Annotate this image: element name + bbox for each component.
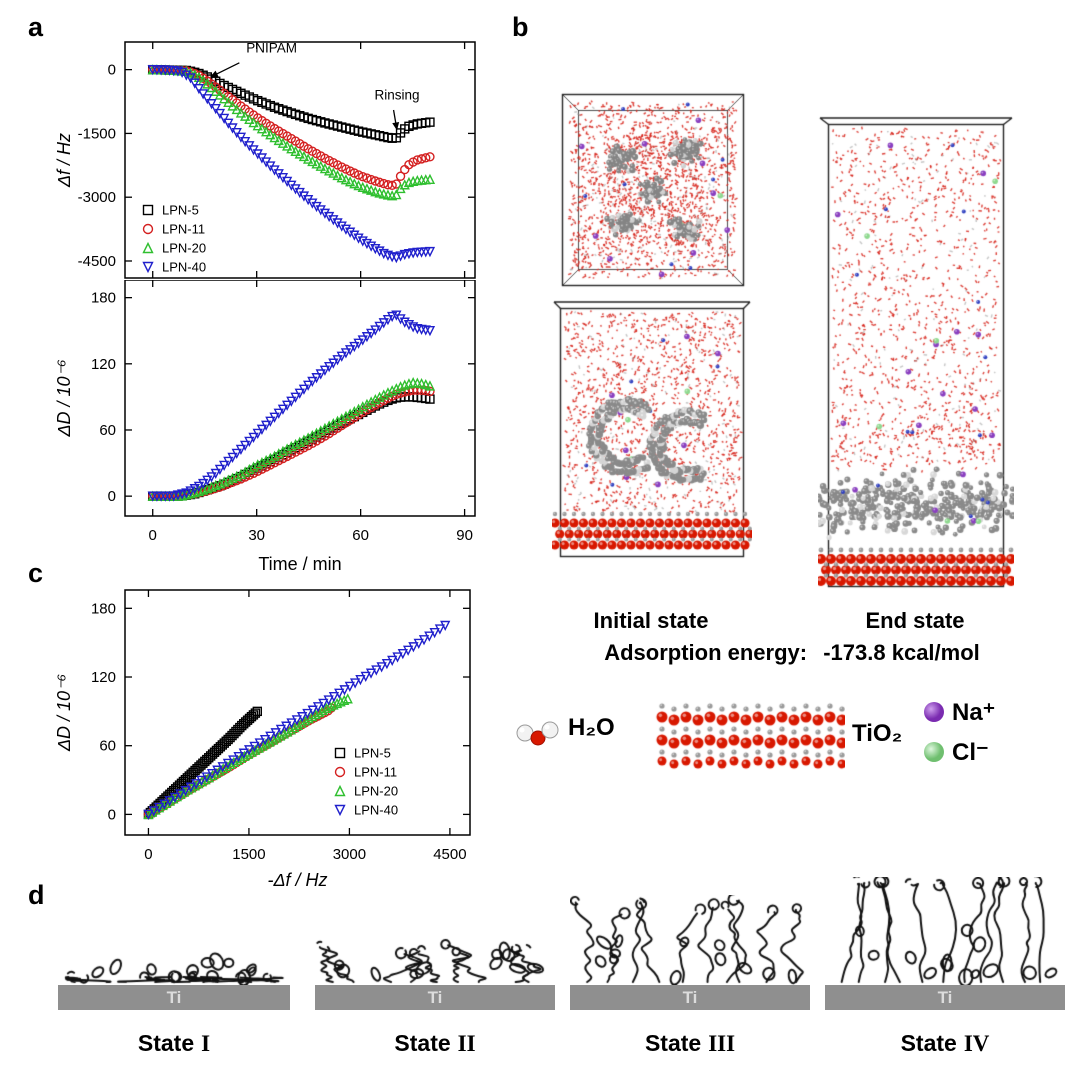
sodium-ion-icon — [924, 702, 944, 722]
simulation-end-state-view — [818, 112, 1014, 604]
svg-text:-3000: -3000 — [78, 189, 116, 206]
simulation-initial-side-view — [552, 298, 752, 566]
svg-text:LPN-40: LPN-40 — [354, 803, 398, 818]
svg-text:Δf / Hz: Δf / Hz — [54, 133, 74, 188]
svg-text:30: 30 — [248, 527, 265, 544]
state-1-label: State I — [137, 1030, 211, 1056]
svg-text:180: 180 — [91, 600, 116, 617]
svg-text:-Δf / Hz: -Δf / Hz — [267, 870, 327, 890]
svg-text:LPN-20: LPN-20 — [162, 241, 206, 256]
svg-text:0: 0 — [108, 488, 116, 505]
svg-text:ΔD / 10⁻⁶: ΔD / 10⁻⁶ — [54, 674, 74, 752]
svg-text:0: 0 — [149, 527, 157, 544]
svg-text:60: 60 — [99, 738, 116, 755]
ti-substrate-bar-4: Ti — [825, 985, 1065, 1010]
panel-a-label: a — [28, 12, 44, 42]
svg-text:LPN-11: LPN-11 — [354, 765, 397, 780]
state-2-label: State II — [394, 1030, 476, 1056]
svg-text:LPN-20: LPN-20 — [354, 784, 398, 799]
panel-c-label: c — [28, 558, 44, 588]
state-3-label: State III — [644, 1030, 736, 1056]
svg-text:3000: 3000 — [333, 846, 366, 863]
adsorption-energy-value: -173.8 kcal/mol — [823, 640, 980, 665]
end-state-label: End state — [865, 608, 965, 633]
adsorption-energy-line: Adsorption energy: -173.8 kcal/mol — [512, 640, 1072, 666]
svg-text:0: 0 — [108, 806, 116, 823]
simulation-initial-top-view — [558, 90, 748, 290]
polymer-chains-state-2 — [315, 921, 555, 985]
svg-text:LPN-5: LPN-5 — [162, 203, 199, 218]
svg-text:-4500: -4500 — [78, 253, 116, 270]
tio2-slab-icon — [655, 698, 845, 772]
state-4-label: State IV — [900, 1030, 990, 1056]
polymer-chains-state-3 — [570, 895, 810, 985]
adsorption-energy-label: Adsorption energy: — [604, 640, 808, 665]
ti-substrate-bar-2: Ti — [315, 985, 555, 1010]
svg-text:0: 0 — [108, 62, 116, 79]
chart-frequency-vs-time: 0 -1500 -3000 -4500 Δf / Hz LPN-5 LPN-11 LPN-20… — [54, 41, 476, 279]
panel-d-label: d — [28, 880, 45, 910]
svg-text:60: 60 — [352, 527, 369, 544]
chart-dissipation-vs-frequency: 0 1500 3000 4500 0 60 120 180 -Δf / Hz ΔD / 10⁻⁶ L… — [54, 589, 471, 890]
svg-text:0: 0 — [144, 846, 152, 863]
svg-text:Rinsing: Rinsing — [375, 87, 420, 102]
polymer-chains-state-4 — [825, 877, 1065, 985]
svg-text:LPN-40: LPN-40 — [162, 260, 206, 275]
water-label: H₂O — [568, 714, 615, 741]
svg-text:120: 120 — [91, 356, 116, 373]
svg-text:90: 90 — [456, 527, 473, 544]
svg-text:LPN-11: LPN-11 — [162, 222, 205, 237]
svg-text:PNIPAM: PNIPAM — [246, 41, 297, 56]
svg-text:60: 60 — [99, 422, 116, 439]
chart-dissipation-vs-time: 0 30 60 90 0 60 120 180 Time / min ΔD / 10⁻⁶ — [54, 280, 476, 574]
polymer-chains-state-1 — [58, 947, 290, 985]
chloride-ion-icon — [924, 742, 944, 762]
panel-b-label: b — [512, 12, 529, 42]
svg-text:Time / min: Time / min — [258, 554, 341, 574]
water-molecule-icon — [516, 721, 559, 746]
tio2-label: TiO₂ — [852, 720, 903, 747]
svg-text:-1500: -1500 — [78, 125, 116, 142]
svg-text:ΔD / 10⁻⁶: ΔD / 10⁻⁶ — [54, 359, 74, 437]
svg-text:1500: 1500 — [232, 846, 265, 863]
svg-text:LPN-5: LPN-5 — [354, 746, 391, 761]
ti-substrate-bar-1: Ti — [58, 985, 290, 1010]
svg-text:120: 120 — [91, 669, 116, 686]
svg-text:180: 180 — [91, 290, 116, 307]
chloride-label: Cl⁻ — [952, 739, 989, 766]
svg-text:4500: 4500 — [433, 846, 466, 863]
initial-state-label: Initial state — [593, 608, 709, 633]
ti-substrate-bar-3: Ti — [570, 985, 810, 1010]
sodium-label: Na⁺ — [952, 699, 996, 726]
